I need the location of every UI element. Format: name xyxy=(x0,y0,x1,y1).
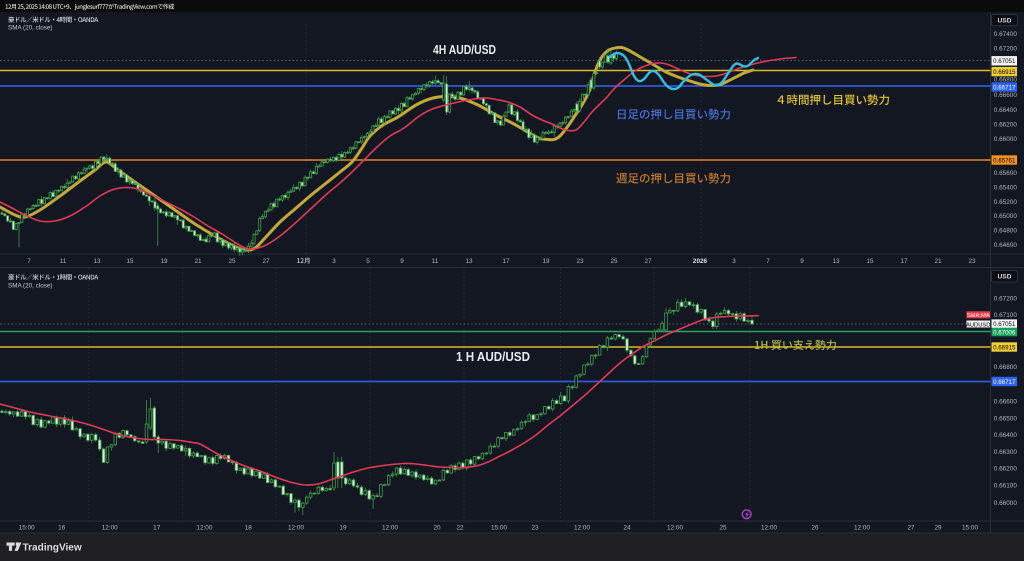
svg-text:18: 18 xyxy=(245,525,253,532)
svg-text:9: 9 xyxy=(400,258,404,265)
svg-text:3: 3 xyxy=(732,258,736,265)
svg-text:19: 19 xyxy=(339,525,347,532)
svg-text:0.67400: 0.67400 xyxy=(994,31,1018,38)
svg-text:7: 7 xyxy=(27,258,31,265)
svg-text:12:00: 12:00 xyxy=(854,525,870,532)
svg-text:17: 17 xyxy=(153,525,161,532)
svg-text:0.66400: 0.66400 xyxy=(994,432,1018,439)
svg-text:13: 13 xyxy=(832,258,840,265)
svg-text:0.66500: 0.66500 xyxy=(994,415,1018,422)
svg-text:24: 24 xyxy=(623,525,631,532)
svg-text:19: 19 xyxy=(160,258,168,265)
svg-text:29: 29 xyxy=(934,525,942,532)
svg-text:17: 17 xyxy=(900,258,908,265)
svg-text:11: 11 xyxy=(432,258,439,265)
svg-text:SMA (20, close): SMA (20, close) xyxy=(8,283,52,290)
svg-text:0.66200: 0.66200 xyxy=(994,121,1018,128)
svg-text:15: 15 xyxy=(126,258,134,265)
svg-text:0.64800: 0.64800 xyxy=(994,228,1018,235)
svg-text:0.66100: 0.66100 xyxy=(994,483,1018,490)
svg-text:0.67200: 0.67200 xyxy=(994,46,1018,53)
svg-text:11: 11 xyxy=(60,258,67,265)
svg-text:5: 5 xyxy=(366,258,370,265)
svg-text:19: 19 xyxy=(542,258,550,265)
svg-text:27: 27 xyxy=(907,525,915,532)
svg-text:0.66000: 0.66000 xyxy=(994,136,1018,143)
svg-text:0.66717: 0.66717 xyxy=(993,84,1016,91)
svg-text:12:00: 12:00 xyxy=(102,525,118,532)
svg-text:20: 20 xyxy=(433,525,441,532)
svg-text:0.66915: 0.66915 xyxy=(993,69,1016,76)
svg-text:0.67006: 0.67006 xyxy=(993,329,1016,336)
svg-text:0.65400: 0.65400 xyxy=(994,185,1018,192)
svg-text:0.66400: 0.66400 xyxy=(994,107,1018,114)
svg-text:0.66600: 0.66600 xyxy=(994,92,1018,99)
svg-text:15:00: 15:00 xyxy=(962,525,978,532)
svg-text:23: 23 xyxy=(968,258,976,265)
svg-text:12:00: 12:00 xyxy=(196,525,212,532)
svg-text:27: 27 xyxy=(262,258,270,265)
svg-text:USD: USD xyxy=(998,18,1012,25)
svg-text:21: 21 xyxy=(934,258,942,265)
svg-text:21: 21 xyxy=(194,258,202,265)
svg-text:0.66000: 0.66000 xyxy=(994,500,1018,507)
svg-text:4H AUD/USD: 4H AUD/USD xyxy=(433,42,496,57)
svg-text:2026: 2026 xyxy=(693,258,708,265)
svg-text:0.65761: 0.65761 xyxy=(993,157,1016,164)
svg-text:13: 13 xyxy=(93,258,101,265)
svg-text:SMA (20, close): SMA (20, close) xyxy=(8,25,52,32)
svg-text:12:00: 12:00 xyxy=(382,525,398,532)
svg-text:0.67100: 0.67100 xyxy=(994,312,1018,319)
svg-text:12:00: 12:00 xyxy=(288,525,304,532)
svg-text:15: 15 xyxy=(866,258,874,265)
svg-text:17: 17 xyxy=(502,258,510,265)
svg-text:0.65600: 0.65600 xyxy=(994,170,1018,177)
svg-text:25: 25 xyxy=(719,525,727,532)
svg-text:15:00: 15:00 xyxy=(491,525,507,532)
svg-text:SMA;MA: SMA;MA xyxy=(967,313,990,319)
svg-text:AUDUSD: AUDUSD xyxy=(966,322,990,328)
svg-text:25: 25 xyxy=(228,258,236,265)
svg-text:15:00: 15:00 xyxy=(19,525,35,532)
svg-text:23: 23 xyxy=(576,258,584,265)
svg-text:12:00: 12:00 xyxy=(667,525,683,532)
svg-text:0.66800: 0.66800 xyxy=(994,364,1018,371)
svg-text:0.66600: 0.66600 xyxy=(994,399,1018,406)
svg-text:TradingView: TradingView xyxy=(23,543,82,554)
svg-text:0.67051: 0.67051 xyxy=(993,321,1016,328)
svg-text:12:00: 12:00 xyxy=(761,525,777,532)
svg-text:0.65000: 0.65000 xyxy=(994,213,1018,220)
svg-text:0.65200: 0.65200 xyxy=(994,199,1018,206)
svg-text:3: 3 xyxy=(332,258,336,265)
svg-text:22: 22 xyxy=(456,525,464,532)
svg-text:27: 27 xyxy=(644,258,652,265)
svg-text:0.64600: 0.64600 xyxy=(994,242,1018,249)
svg-text:7: 7 xyxy=(766,258,770,265)
svg-text:0.67051: 0.67051 xyxy=(993,58,1016,65)
svg-text:0.66915: 0.66915 xyxy=(993,344,1016,351)
svg-text:13: 13 xyxy=(465,258,473,265)
svg-text:0.66717: 0.66717 xyxy=(993,379,1016,386)
svg-text:25: 25 xyxy=(610,258,618,265)
svg-text:23: 23 xyxy=(531,525,539,532)
svg-text:9: 9 xyxy=(800,258,804,265)
svg-text:16: 16 xyxy=(58,525,66,532)
svg-text:1 H AUD/USD: 1 H AUD/USD xyxy=(456,349,530,364)
svg-text:12:00: 12:00 xyxy=(574,525,590,532)
svg-text:0.66200: 0.66200 xyxy=(994,466,1018,473)
svg-text:26: 26 xyxy=(811,525,819,532)
svg-text:USD: USD xyxy=(998,274,1012,281)
svg-text:0.66300: 0.66300 xyxy=(994,449,1018,456)
svg-text:0.67200: 0.67200 xyxy=(994,296,1018,303)
svg-text:0.66800: 0.66800 xyxy=(994,76,1018,83)
